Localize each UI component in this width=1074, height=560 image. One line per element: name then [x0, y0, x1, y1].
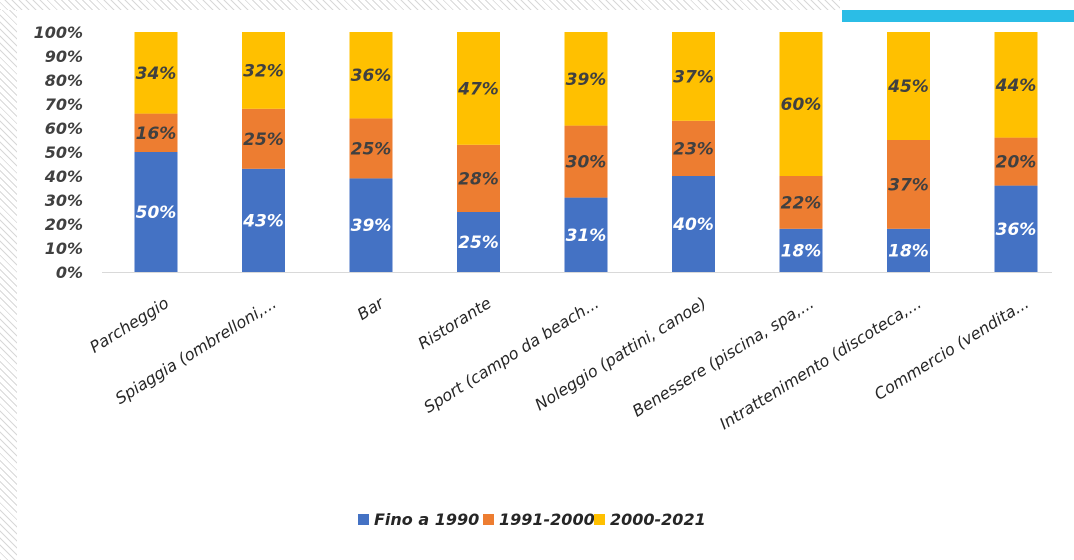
x-tick-label: Bar	[354, 293, 388, 324]
hatched-top-border	[0, 0, 840, 10]
bar-segment	[994, 137, 1038, 186]
bar-segment	[564, 32, 608, 126]
bar-segment	[457, 144, 500, 212]
accent-corner-bar	[842, 10, 1074, 22]
data-label: 60%	[781, 95, 822, 115]
data-label: 36%	[351, 66, 392, 86]
data-label: 34%	[136, 64, 177, 84]
legend: Fino a 1990 1991-2000 2000-2021	[358, 510, 706, 529]
data-label: 25%	[243, 130, 284, 150]
bar-segment	[672, 176, 715, 272]
legend-entry: 1991-2000	[499, 510, 595, 529]
data-label: 32%	[243, 61, 284, 81]
x-tick-label: Ristorante	[414, 293, 494, 353]
bar-segment	[994, 32, 1038, 138]
bar-segment	[887, 140, 930, 229]
y-tick-label: 30%	[45, 191, 83, 210]
bar-segment	[134, 32, 178, 114]
bar-segment	[564, 197, 608, 272]
bar-segment	[672, 120, 715, 176]
x-tick-label: Benessere (piscina, spa,...	[629, 293, 817, 420]
data-label: 18%	[781, 241, 822, 261]
data-label: 37%	[673, 67, 714, 87]
y-tick-label: 100%	[34, 23, 83, 42]
legend-swatch	[358, 514, 369, 525]
y-tick-label: 20%	[45, 215, 83, 234]
bar-segment	[457, 32, 500, 145]
data-label: 39%	[351, 216, 392, 236]
y-tick-label: 60%	[45, 119, 83, 138]
data-label: 25%	[351, 139, 392, 159]
x-tick-label: Intrattenimento (discoteca,...	[716, 293, 925, 433]
data-label: 18%	[888, 241, 929, 261]
y-tick-label: 0%	[56, 263, 83, 282]
y-tick-label: 70%	[45, 95, 83, 114]
bar-segment	[564, 125, 608, 198]
data-label: 45%	[887, 77, 929, 97]
bar-segment	[134, 152, 178, 272]
data-label: 40%	[672, 215, 714, 235]
y-tick-label: 40%	[44, 167, 83, 186]
bar-segment	[779, 228, 823, 272]
bar-segment	[349, 178, 393, 272]
data-label: 31%	[566, 226, 607, 246]
data-label: 36%	[996, 220, 1037, 240]
bar-segment	[242, 108, 285, 169]
data-label: 22%	[781, 193, 822, 213]
data-label: 50%	[136, 203, 177, 223]
bar-segment	[779, 32, 823, 176]
bar-segment	[242, 32, 285, 109]
bar-segment	[672, 32, 715, 121]
data-label: 30%	[566, 153, 607, 173]
data-label: 47%	[457, 79, 499, 99]
data-label: 44%	[995, 76, 1037, 96]
legend-swatch	[594, 514, 605, 525]
data-label: 23%	[673, 139, 714, 159]
bar-segment	[887, 228, 930, 272]
x-tick-label: Parcheggio	[86, 293, 172, 357]
y-tick-label: 90%	[45, 47, 83, 66]
data-label: 43%	[242, 211, 284, 231]
y-tick-label: 80%	[45, 71, 83, 90]
data-label: 28%	[458, 169, 499, 189]
y-tick-label: 50%	[45, 143, 83, 162]
y-tick-label: 10%	[45, 239, 83, 258]
legend-entry: 2000-2021	[610, 510, 706, 529]
bar-segment	[779, 176, 823, 229]
data-label: 25%	[458, 233, 499, 253]
data-label: 37%	[888, 175, 929, 195]
bar-segment	[134, 113, 178, 152]
legend-entry: Fino a 1990	[374, 510, 479, 529]
bars: 50% 16% 34% 43% 25% 32% 39% 25% 36% 25% 28% 47% 31% 3…	[134, 32, 1038, 272]
bar-segment	[349, 32, 393, 119]
bar-segment	[349, 118, 393, 179]
bar-segment	[242, 168, 285, 272]
x-tick-label: Sport (campo da beach...	[420, 293, 602, 416]
bar-segment	[994, 185, 1038, 272]
y-axis: 0% 10% 20% 30% 40% 50% 60% 70% 80% 90% 100%	[34, 23, 83, 282]
x-tick-label: Noleggio (pattini, canoe)	[531, 293, 709, 414]
legend-swatch	[483, 514, 494, 525]
bar-segment	[457, 212, 500, 272]
hatched-left-border	[0, 0, 17, 560]
bar-segment	[887, 32, 930, 140]
data-label: 39%	[566, 70, 607, 90]
data-label: 16%	[136, 124, 177, 144]
data-label: 20%	[996, 153, 1037, 173]
